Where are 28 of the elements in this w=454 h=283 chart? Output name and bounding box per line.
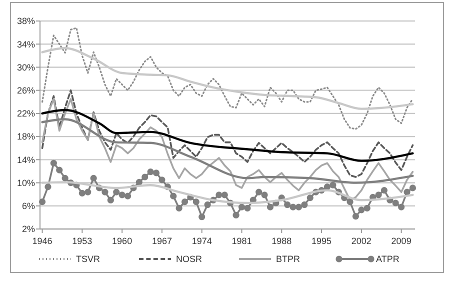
x-tick-label: 1946 (32, 236, 52, 246)
legend-label: TSVR (76, 254, 101, 264)
y-tick-label: 10% (16, 178, 35, 188)
x-tick-label: 2009 (391, 236, 412, 246)
x-tick-label: 1953 (72, 236, 92, 246)
y-tick-label: 6% (22, 201, 35, 212)
x-tick-label: 1960 (112, 236, 132, 246)
x-tick-label: 1967 (152, 236, 172, 246)
y-tick-label: 22% (16, 108, 35, 119)
x-tick-label: 1988 (272, 236, 292, 246)
y-tick-label: 18% (16, 132, 35, 142)
x-tick-label: 1995 (312, 236, 332, 246)
y-tick-label: 30% (16, 62, 35, 72)
x-tick-label: 1974 (192, 236, 212, 246)
legend-label: ATPR (376, 254, 400, 264)
line-series (41, 89, 414, 178)
y-tick-label: 38% (16, 16, 35, 26)
line-series (41, 27, 414, 130)
line-series (41, 47, 414, 110)
y-tick-label: 26% (16, 85, 35, 96)
y-tick-label: 14% (16, 154, 35, 165)
legend-label: BTPR (276, 254, 301, 264)
y-tick-label: 2% (22, 224, 35, 234)
line-series (41, 108, 414, 162)
y-tick-label: 34% (16, 39, 35, 50)
x-tick-label: 1981 (232, 236, 252, 246)
legend-label: NOSR (176, 254, 203, 264)
x-tick-label: 2002 (351, 236, 372, 246)
